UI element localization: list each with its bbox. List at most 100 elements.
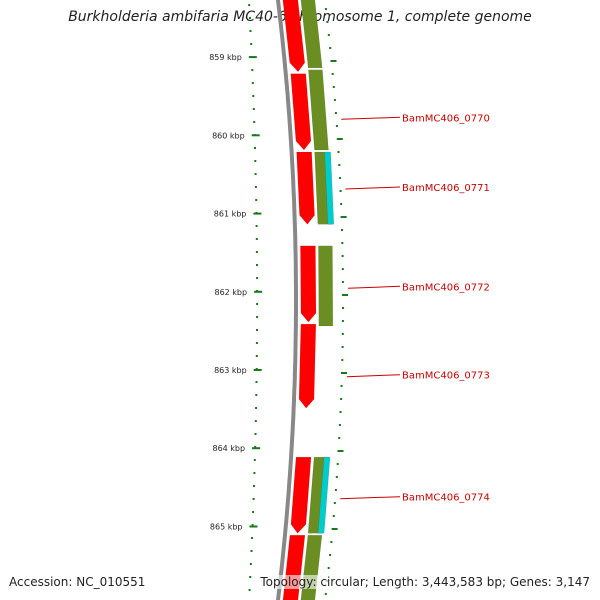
outer-tick xyxy=(332,515,335,517)
guide-dot xyxy=(250,43,253,45)
guide-dot xyxy=(255,251,258,253)
gene-block xyxy=(300,0,323,69)
cds-block xyxy=(282,535,306,600)
guide-dot xyxy=(251,82,254,84)
secondary-cds-block xyxy=(324,151,335,225)
outer-tick xyxy=(341,320,344,322)
guide-dot xyxy=(252,511,255,513)
guide-dot xyxy=(255,355,258,357)
cds-block xyxy=(296,151,315,225)
guide-dot xyxy=(253,472,256,474)
outer-tick xyxy=(341,333,344,335)
guide-dot xyxy=(254,446,257,448)
gene-block xyxy=(308,69,329,151)
ruler-tick xyxy=(253,212,262,215)
outer-tick xyxy=(341,255,344,257)
outer-tick xyxy=(337,450,344,452)
cds-block xyxy=(290,73,312,151)
secondary-cds-track xyxy=(317,151,335,534)
ruler-tick xyxy=(249,525,258,528)
guide-dot xyxy=(249,30,252,32)
outer-tick xyxy=(340,203,343,205)
secondary-cds-block xyxy=(317,456,331,534)
cds-block xyxy=(300,245,317,323)
outer-tick xyxy=(335,125,338,127)
outer-tick-track xyxy=(324,8,348,595)
gene-label-leader xyxy=(345,186,401,190)
guide-dot xyxy=(249,563,252,565)
guide-dot xyxy=(256,329,258,331)
guide-dot xyxy=(248,589,251,591)
outer-tick xyxy=(342,294,348,296)
guide-dot xyxy=(254,147,256,149)
outer-tick xyxy=(338,164,341,166)
guide-dot xyxy=(249,576,252,578)
cds-block xyxy=(282,0,306,73)
gene-labels: BamMC406_0770 BamMC406_0771 BamMC406_0772 B… xyxy=(340,113,490,504)
outer-tick xyxy=(341,346,344,348)
outer-tick xyxy=(339,177,341,179)
outer-tick xyxy=(342,307,344,309)
guide-dot xyxy=(254,186,257,188)
guide-dot xyxy=(255,238,258,240)
outer-tick xyxy=(336,138,343,140)
accession-text: Accession: NC_010551 xyxy=(9,575,146,589)
guide-dot xyxy=(252,498,255,500)
guide-dot xyxy=(253,485,255,487)
gene-label-leader xyxy=(347,285,401,289)
guide-dot xyxy=(256,316,259,318)
ruler-label: 859 kbp xyxy=(209,53,242,62)
guide-dot xyxy=(255,342,258,344)
backbone-line xyxy=(275,0,298,600)
guide-dot xyxy=(251,524,254,526)
ruler-label: 860 kbp xyxy=(212,131,245,140)
outer-tick xyxy=(340,216,347,218)
gene-label: BamMC406_0770 xyxy=(402,113,490,124)
ruler-label: 865 kbp xyxy=(210,523,243,532)
map-title: Burkholderia ambifaria MC40-6 chromosome… xyxy=(68,9,532,25)
guide-dot xyxy=(256,303,259,305)
outer-tick xyxy=(329,47,332,49)
ruler-label: 864 kbp xyxy=(212,444,245,453)
guide-dot xyxy=(256,277,259,279)
outer-tick xyxy=(324,8,327,10)
guide-dot xyxy=(254,420,257,422)
gene-label: BamMC406_0773 xyxy=(402,371,490,382)
outer-tick xyxy=(336,463,339,465)
ruler-tick xyxy=(254,290,263,293)
cds-track xyxy=(282,0,317,600)
outer-tick xyxy=(339,411,342,413)
guide-dot xyxy=(252,108,255,110)
outer-tick xyxy=(324,593,327,595)
ruler-tick xyxy=(253,369,262,371)
outer-tick xyxy=(337,151,340,153)
outer-tick xyxy=(332,86,335,88)
guide-dot xyxy=(251,69,254,71)
guide-dot xyxy=(254,433,257,435)
cds-block xyxy=(298,323,317,409)
guide-dot xyxy=(251,537,253,539)
outer-tick xyxy=(340,385,343,387)
cds-block xyxy=(290,456,312,534)
outer-tick xyxy=(341,268,344,270)
gene-label-leader xyxy=(341,116,401,120)
outer-tick xyxy=(331,528,338,530)
outer-tick xyxy=(333,502,336,504)
ruler-tick xyxy=(248,56,257,59)
outer-tick xyxy=(338,424,341,426)
guide-dot xyxy=(256,264,258,266)
guide-dot xyxy=(254,160,257,162)
inner-dotted-guide xyxy=(248,4,259,591)
outer-tick xyxy=(338,437,341,439)
gene-label: BamMC406_0771 xyxy=(402,183,490,194)
guide-dot xyxy=(255,225,258,227)
ruler-label: 862 kbp xyxy=(214,288,247,297)
outer-tick xyxy=(333,99,336,101)
guide-dot xyxy=(250,550,253,552)
gene-label: BamMC406_0772 xyxy=(402,282,490,293)
guide-dot xyxy=(253,121,256,123)
outer-tick xyxy=(327,567,330,569)
outer-tick xyxy=(330,60,337,62)
outer-tick xyxy=(340,398,343,400)
